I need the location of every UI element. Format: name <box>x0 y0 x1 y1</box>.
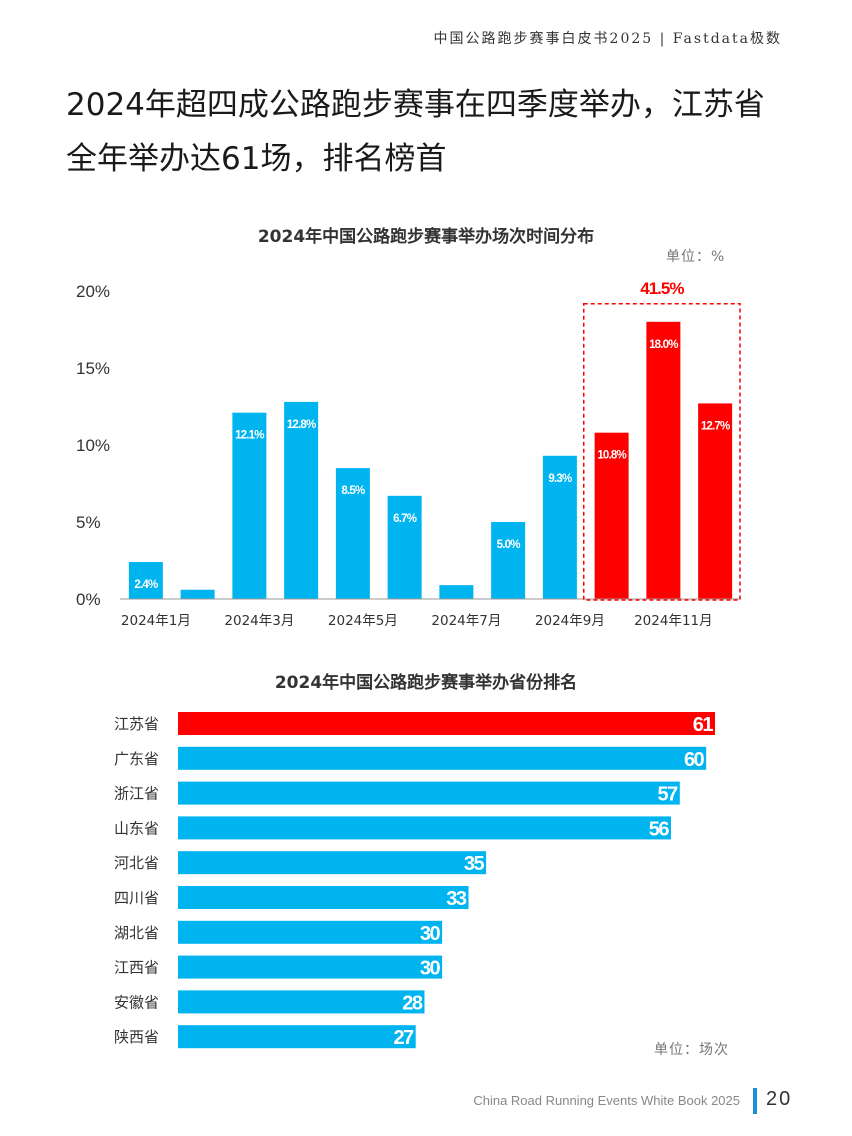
province-bar <box>178 1025 416 1049</box>
page-headline: 2024年超四成公路跑步赛事在四季度举办，江苏省 全年举办达61场，排名榜首 <box>66 78 796 186</box>
y-tick-label: 5% <box>76 513 101 532</box>
province-value-label: 60 <box>684 749 705 771</box>
bar-value-label: 12.8% <box>287 419 316 431</box>
province-bar <box>178 990 425 1014</box>
province-bar <box>178 920 443 944</box>
bar-value-label: 10.8% <box>597 450 626 462</box>
bar-value-label: 12.7% <box>701 420 730 432</box>
monthly-chart-title: 2024年中国公路跑步赛事举办场次时间分布 <box>257 227 595 247</box>
province-label: 湖北省 <box>114 924 159 942</box>
headline-line-1: 2024年超四成公路跑步赛事在四季度举办，江苏省 <box>66 87 765 123</box>
x-tick-label: 2024年7月 <box>431 613 501 629</box>
bar <box>594 432 629 599</box>
bar <box>180 589 215 599</box>
y-tick-label: 20% <box>76 282 110 301</box>
q4-share-label: 41.5% <box>640 279 684 298</box>
bar <box>646 321 681 599</box>
province-bar <box>178 886 469 909</box>
province-chart-unit: 单位：场次 <box>654 1042 729 1058</box>
province-value-label: 27 <box>393 1027 414 1049</box>
y-tick-label: 15% <box>76 359 110 378</box>
x-tick-label: 2024年11月 <box>634 613 713 629</box>
province-label: 山东省 <box>114 819 159 837</box>
province-bar <box>178 955 443 979</box>
x-tick-label: 2024年5月 <box>328 613 398 629</box>
province-label: 安徽省 <box>114 993 159 1011</box>
bar-value-label: 2.4% <box>134 579 158 591</box>
bar <box>698 403 733 599</box>
bar <box>128 562 163 599</box>
province-bar <box>178 816 671 840</box>
x-tick-label: 2024年3月 <box>224 613 294 629</box>
headline-line-2: 全年举办达61场，排名榜首 <box>66 141 447 177</box>
bar <box>439 585 474 599</box>
x-tick-label: 2024年9月 <box>535 613 605 629</box>
bar <box>335 468 370 599</box>
province-bar-chart: 江苏省 61 广东省 60 浙江省 57 山东省 56 河北省 35 四川省 33 湖北省 30 江西省 30… <box>114 712 715 1049</box>
province-value-label: 30 <box>420 923 441 945</box>
bar-value-label: 12.1% <box>235 430 264 442</box>
province-label: 浙江省 <box>114 785 159 803</box>
province-bar <box>178 746 707 770</box>
bar-value-label: 0.9% <box>445 602 469 614</box>
y-tick-label: 10% <box>76 436 110 455</box>
page-number: 20 <box>766 1088 793 1110</box>
province-value-label: 57 <box>658 784 679 806</box>
province-value-label: 33 <box>446 888 467 910</box>
province-label: 江西省 <box>114 959 159 977</box>
bar-value-label: 8.5% <box>341 485 365 497</box>
bar-value-label: 9.3% <box>548 473 572 485</box>
bar <box>284 401 319 599</box>
province-label: 四川省 <box>114 889 159 907</box>
footer-caption: China Road Running Events White Book 202… <box>473 1093 740 1108</box>
report-header: 中国公路跑步赛事白皮书2025 | Fastdata极数 <box>433 31 782 47</box>
bar-value-label: 5.0% <box>497 539 521 551</box>
y-tick-label: 0% <box>76 590 101 609</box>
province-label: 陕西省 <box>114 1028 159 1046</box>
x-tick-label: 2024年1月 <box>121 613 191 629</box>
bar-value-label: 18.0% <box>649 339 678 351</box>
province-bar <box>178 712 715 735</box>
bar <box>542 455 577 599</box>
monthly-chart-unit: 单位：% <box>666 249 726 265</box>
province-value-label: 30 <box>420 958 441 980</box>
bar <box>232 412 267 599</box>
province-label: 河北省 <box>114 854 159 872</box>
province-value-label: 56 <box>649 818 670 840</box>
footer-divider <box>753 1088 757 1114</box>
province-value-label: 61 <box>693 714 714 736</box>
province-label: 江苏省 <box>114 715 159 733</box>
province-bar <box>178 781 680 805</box>
bar <box>491 522 526 599</box>
bar-value-label: 6.7% <box>393 513 417 525</box>
province-label: 广东省 <box>114 750 159 768</box>
province-value-label: 28 <box>402 992 423 1014</box>
province-bar <box>178 851 487 875</box>
province-chart-title: 2024年中国公路跑步赛事举办省份排名 <box>274 673 578 693</box>
province-value-label: 35 <box>464 853 485 875</box>
bar <box>387 495 422 599</box>
monthly-bar-chart: 0% 5% 10% 15% 20% 2.4% 12.1% 12.8% 8.5% 6.7% 0.9% 5… <box>76 279 741 629</box>
q4-highlight-box <box>583 303 741 601</box>
